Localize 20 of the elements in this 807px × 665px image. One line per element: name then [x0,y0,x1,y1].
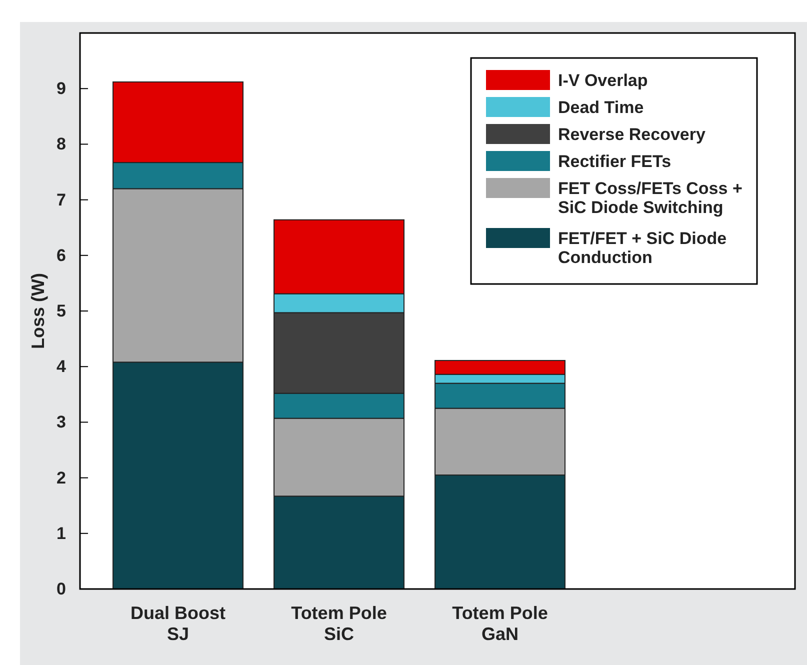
y-tick-label: 8 [56,134,66,154]
legend-label: Rectifier FETs [558,152,672,171]
y-axis-title: Loss (W) [28,273,48,349]
legend-label: Reverse Recovery [558,125,706,144]
y-tick-label: 4 [56,357,67,376]
x-tick-label: Totem Pole SiC [291,603,387,644]
y-tick-label: 1 [56,524,66,543]
y-tick-label: 6 [56,246,66,265]
y-tick-label: 7 [56,190,66,210]
y-tick-label: 3 [56,412,66,432]
legend-label: FET Coss/FETs Coss + SiC Diode Switching [558,179,742,217]
y-tick-label: 9 [56,79,66,98]
legend-label: FET/FET + SiC Diode Conduction [558,229,727,267]
legend-label: I-V Overlap [558,71,648,90]
legend-label: Dead Time [558,98,644,117]
x-tick-label: Totem Pole GaN [452,603,548,644]
x-tick-label: Dual Boost SJ [130,603,226,644]
y-tick-label: 0 [56,579,66,598]
y-tick-label: 2 [56,468,66,488]
y-tick-label: 5 [56,301,66,320]
